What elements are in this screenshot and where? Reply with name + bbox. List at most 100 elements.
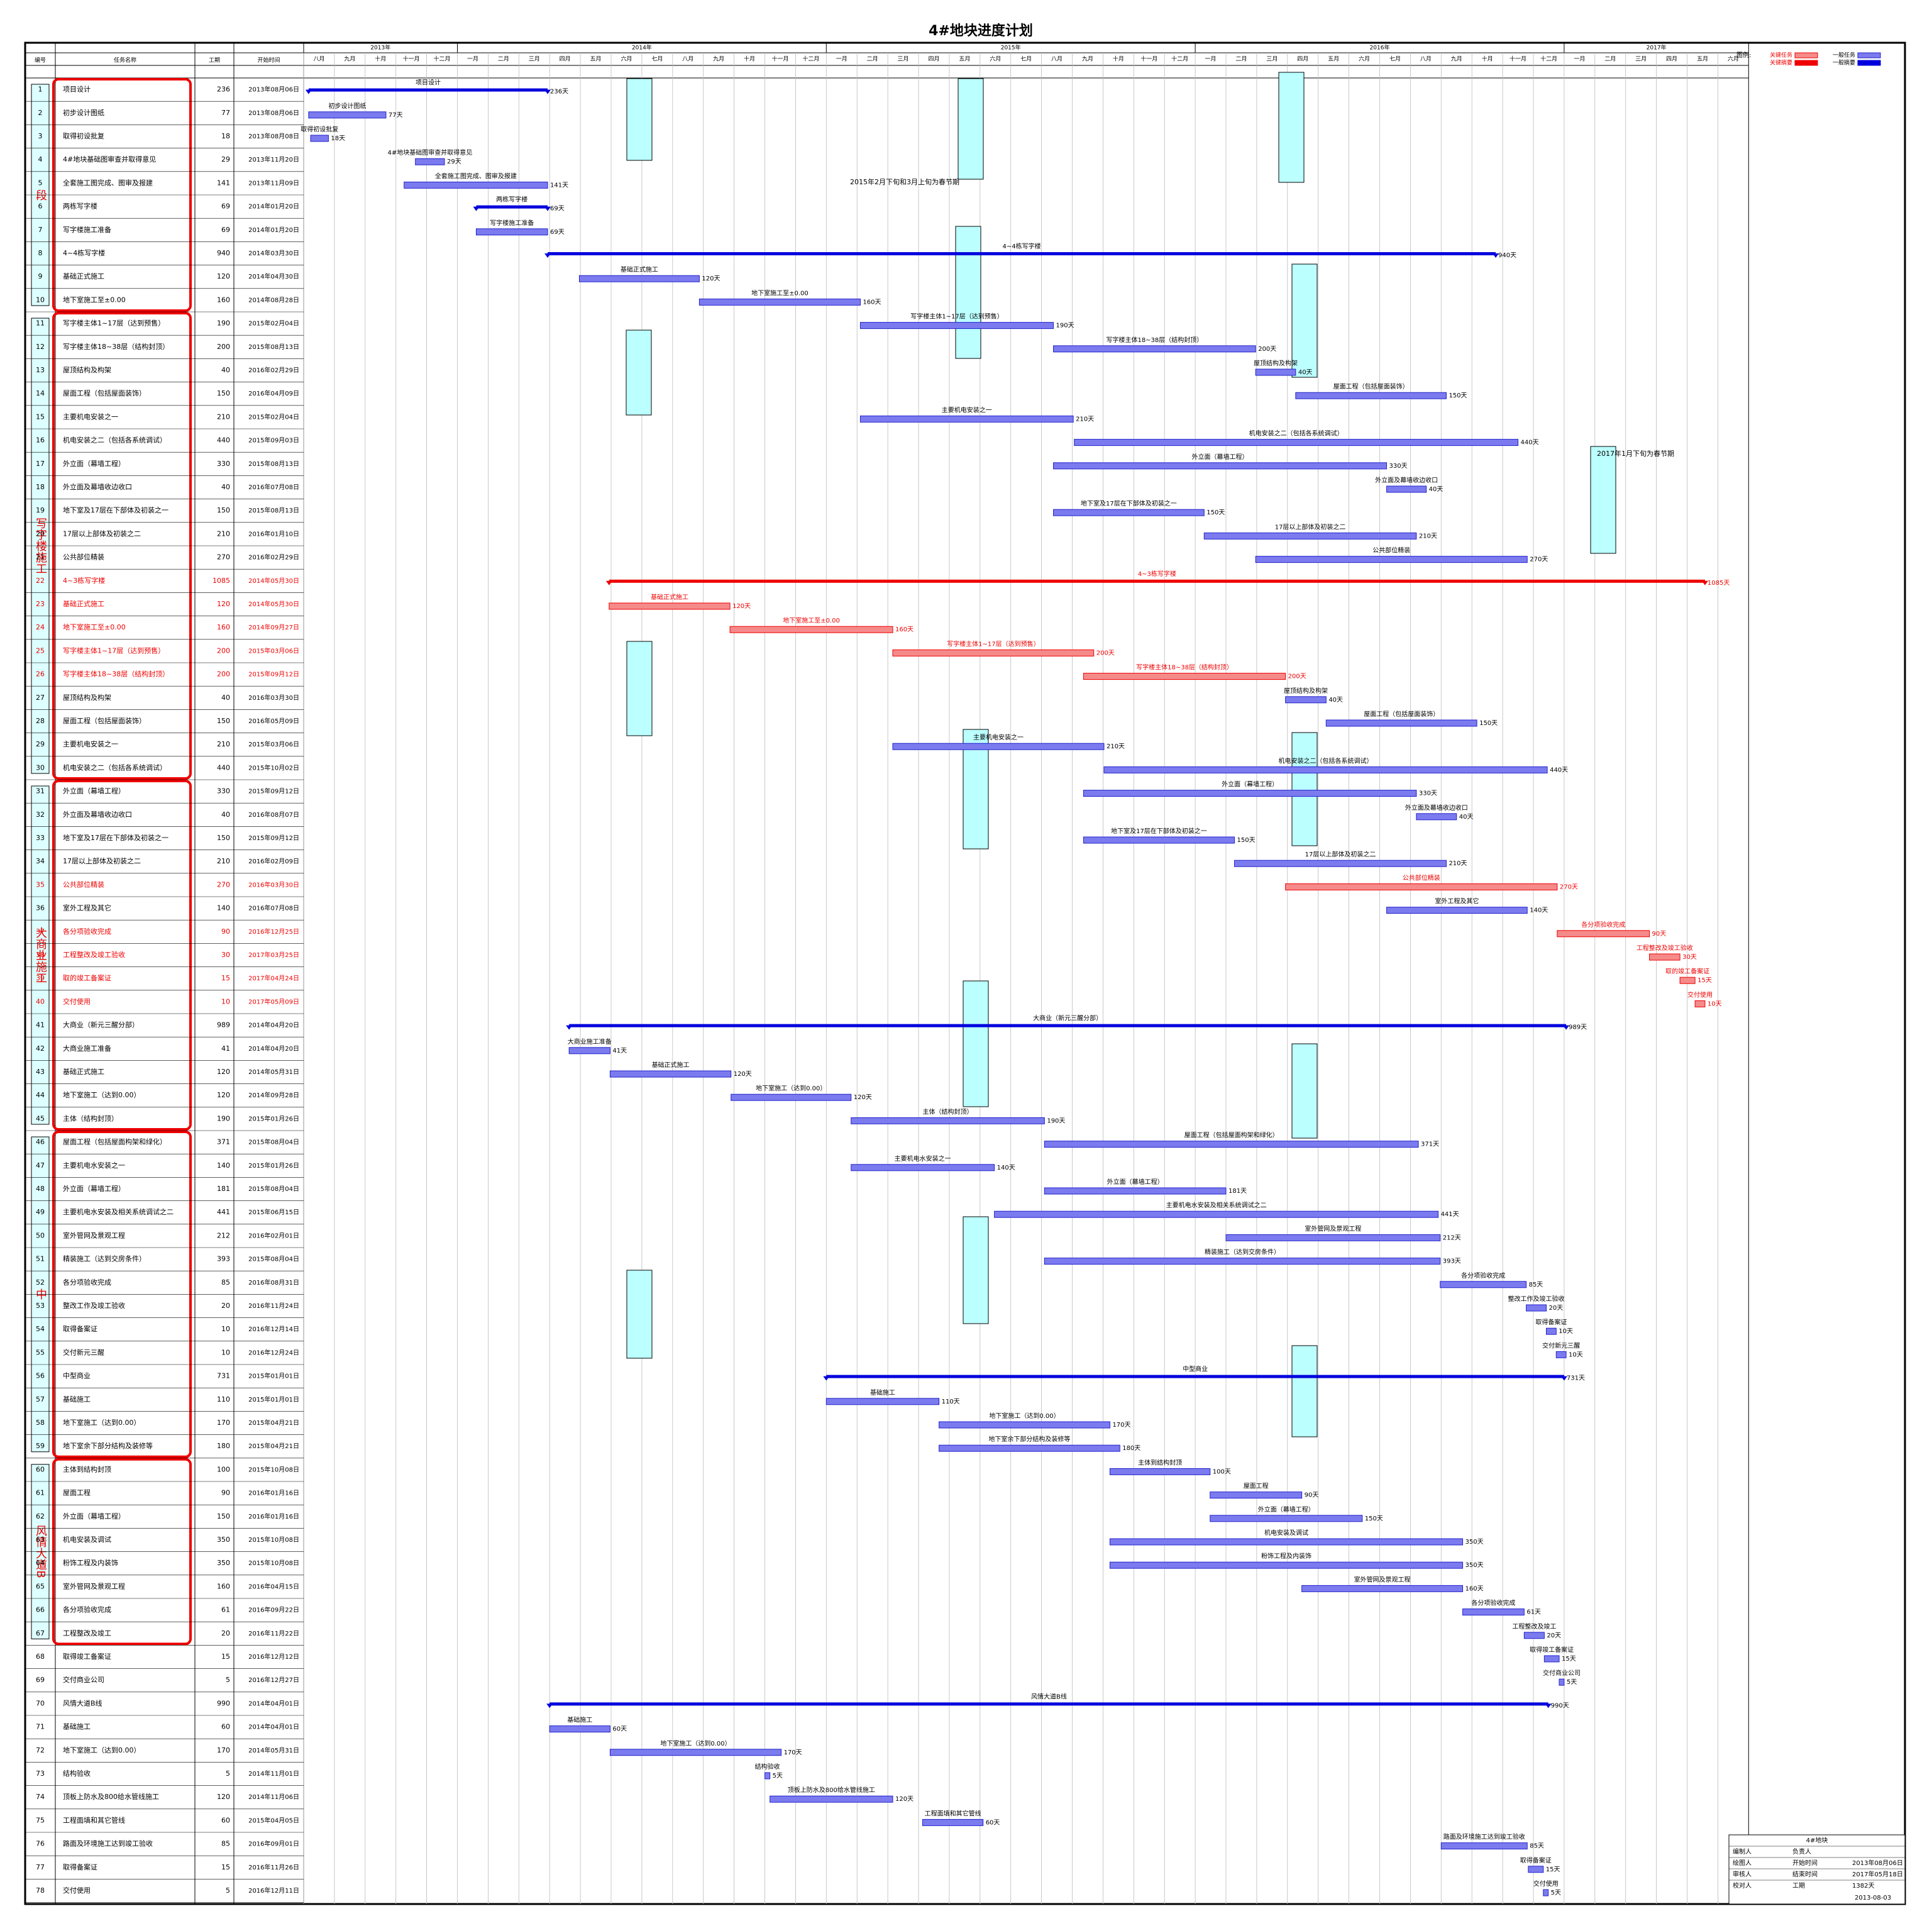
task-bar (1523, 1632, 1545, 1639)
legend-text: 一般摘要 (1833, 59, 1855, 67)
task-start: 2016年08月31日 (248, 1278, 299, 1287)
task-duration: 150 (217, 389, 230, 397)
task-bar (1528, 1866, 1544, 1873)
legend-text: 一般任务 (1833, 52, 1855, 59)
bar-duration: 15天 (1562, 1656, 1576, 1663)
task-start: 2014年05月30日 (248, 577, 299, 585)
task-id: 48 (36, 1185, 45, 1193)
bar-duration: 10天 (1559, 1328, 1573, 1335)
bar-duration: 60天 (986, 1819, 1000, 1826)
bar-duration: 170天 (1112, 1422, 1130, 1429)
task-name: 地下室施工（达到0.00） (63, 1418, 141, 1427)
festival-box (626, 1270, 653, 1359)
task-duration: 270 (217, 553, 230, 562)
footer-cell: 2017年05月18日 (1852, 1870, 1903, 1878)
task-name: 地下室施工（达到0.00） (63, 1746, 141, 1754)
task-duration: 100 (217, 1465, 230, 1473)
task-name: 大商业（新元三醒分部） (63, 1021, 139, 1029)
summary-bar (549, 1702, 1548, 1706)
bar-name: 全套施工图完成、图审及报建 (435, 172, 517, 180)
task-name: 结构验收 (63, 1769, 91, 1778)
task-name: 取得备案证 (63, 1324, 97, 1333)
task-id: 73 (36, 1769, 45, 1778)
bar-name: 地下室施工（达到0.00） (989, 1412, 1059, 1420)
task-start: 2015年10月08日 (248, 1465, 299, 1473)
task-name: 风情大道B线 (63, 1698, 102, 1707)
task-bar (1234, 860, 1447, 867)
legend-swatch (1857, 52, 1881, 58)
task-duration: 90 (221, 927, 230, 936)
task-bar (310, 135, 329, 142)
task-start: 2014年05月30日 (248, 600, 299, 608)
bar-duration: 210天 (1107, 743, 1125, 750)
task-duration: 5 (226, 1769, 230, 1778)
task-duration: 110 (217, 1395, 230, 1403)
task-duration: 60 (221, 1816, 230, 1824)
bar-name: 机电安装之二（包括各系统调试） (1279, 756, 1373, 765)
task-id: 45 (36, 1114, 45, 1122)
task-duration: 150 (217, 834, 230, 842)
task-duration: 190 (217, 319, 230, 328)
task-bar (1109, 1468, 1211, 1475)
bar-name: 顶板上防水及800给水管线施工 (788, 1786, 875, 1794)
task-id: 2 (38, 109, 43, 117)
month-label: 五月 (1328, 56, 1339, 63)
task-duration: 40 (221, 483, 230, 491)
task-start: 2015年02月04日 (248, 319, 299, 328)
task-id: 18 (36, 483, 45, 491)
task-start: 2015年01月26日 (248, 1161, 299, 1170)
month-label: 一月 (1574, 56, 1585, 63)
task-name: 取得竣工备案证 (63, 1652, 111, 1661)
task-bar (859, 415, 1074, 423)
task-id: 22 (36, 577, 45, 585)
task-bar (939, 1421, 1110, 1429)
bar-name: 基础正式施工 (651, 593, 688, 601)
month-label: 七月 (1020, 56, 1032, 63)
month-label: 七月 (651, 56, 663, 63)
task-duration: 180 (217, 1442, 230, 1450)
year-label: 2014年 (632, 44, 652, 52)
task-name: 机电安装之二（包括各系统调试） (63, 436, 167, 445)
task-duration: 120 (217, 1793, 230, 1801)
task-name: 外立面（幕墙工程） (63, 1512, 125, 1520)
bar-name: 整改工作及竣工验收 (1508, 1295, 1565, 1303)
task-start: 2014年05月31日 (248, 1068, 299, 1076)
task-bar (1546, 1327, 1557, 1335)
task-id: 44 (36, 1091, 45, 1099)
bar-duration: 120天 (895, 1796, 914, 1803)
task-bar (1225, 1234, 1441, 1241)
bar-duration: 15天 (1546, 1866, 1560, 1873)
month-label: 十月 (1482, 55, 1493, 63)
month-label: 三月 (1635, 56, 1647, 63)
bar-name: 风情大道B线 (1031, 1692, 1067, 1700)
task-duration: 85 (221, 1278, 230, 1287)
bar-name: 地下室施工至±0.00 (751, 289, 809, 297)
task-start: 2016年05月09日 (248, 717, 299, 725)
bar-duration: 160天 (895, 626, 914, 633)
task-duration: 393 (217, 1255, 230, 1263)
task-name: 基础正式施工 (63, 600, 104, 608)
month-label: 十二月 (1171, 55, 1188, 63)
task-id: 60 (36, 1465, 45, 1473)
task-bar (859, 322, 1054, 329)
task-duration: 69 (221, 226, 230, 234)
festival-box (1291, 263, 1318, 378)
bar-name: 工程整改及竣工验收 (1637, 944, 1693, 952)
task-start: 2016年02月29日 (248, 553, 299, 562)
task-duration: 236 (217, 86, 230, 94)
task-bar (1295, 392, 1447, 399)
month-label: 六月 (990, 55, 1001, 63)
task-start: 2015年08月04日 (248, 1138, 299, 1146)
task-bar (851, 1117, 1045, 1124)
year-label: 2016年 (1370, 44, 1390, 52)
bar-name: 大商业（新元三醒分部） (1033, 1014, 1102, 1022)
bar-name: 粉饰工程及内装饰 (1261, 1552, 1311, 1560)
task-bar (1210, 1492, 1303, 1499)
annotation: 2017年1月下旬为春节期 (1597, 449, 1674, 458)
bar-name: 屋面工程（包括屋面装饰） (1333, 382, 1409, 390)
legend-swatch (1794, 52, 1818, 58)
bar-name: 交付使用 (1533, 1879, 1559, 1888)
bar-name: 主体（结构封顶） (923, 1107, 973, 1116)
bar-duration: 731天 (1567, 1375, 1585, 1382)
bar-duration: 270天 (1560, 883, 1578, 890)
